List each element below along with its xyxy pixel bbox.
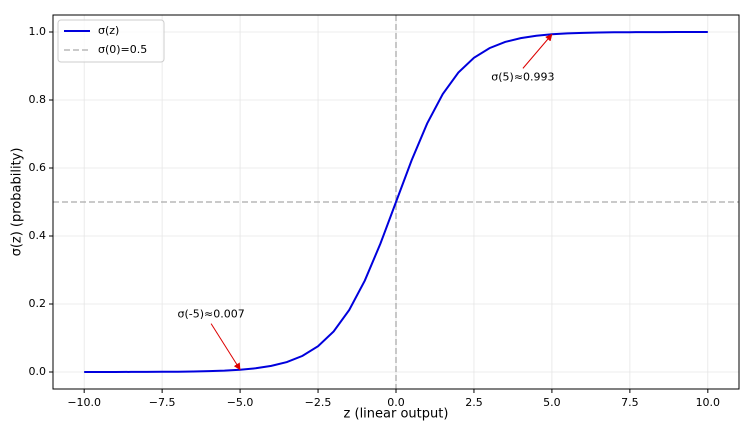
x-tick-label: 7.5 (621, 396, 639, 409)
x-axis-label: z (linear output) (344, 407, 449, 422)
annotation-text: σ(-5)≈0.007 (177, 308, 244, 321)
x-tick-label: 0.0 (387, 396, 405, 409)
legend-label: σ(0)=0.5 (98, 43, 147, 56)
y-tick-label: 0.6 (29, 161, 47, 174)
x-tick-label: 10.0 (696, 396, 721, 409)
y-tick-label: 0.0 (29, 365, 47, 378)
y-tick-label: 0.4 (29, 229, 47, 242)
x-tick-label: 5.0 (543, 396, 561, 409)
legend-label: σ(z) (98, 24, 119, 37)
x-tick-label: −10.0 (67, 396, 101, 409)
y-tick-label: 0.8 (29, 93, 47, 106)
annotation-arrow (522, 33, 553, 69)
y-axis-label: σ(z) (probability) (10, 148, 25, 257)
y-tick-label: 0.2 (29, 297, 47, 310)
plot-frame (52, 14, 740, 390)
annotation-arrow (210, 323, 241, 371)
x-tick-label: −7.5 (149, 396, 176, 409)
y-tick-label: 1.0 (29, 25, 47, 38)
x-tick-label: −2.5 (305, 396, 332, 409)
series-line (84, 31, 708, 373)
annotation-text: σ(5)≈0.993 (491, 70, 554, 83)
x-tick-label: −5.0 (227, 396, 254, 409)
x-tick-label: 2.5 (465, 396, 483, 409)
